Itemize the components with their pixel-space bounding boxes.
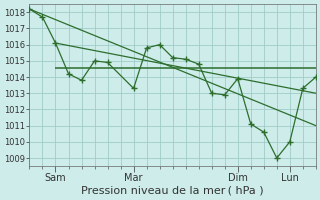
X-axis label: Pression niveau de la mer ( hPa ): Pression niveau de la mer ( hPa ): [81, 186, 264, 196]
